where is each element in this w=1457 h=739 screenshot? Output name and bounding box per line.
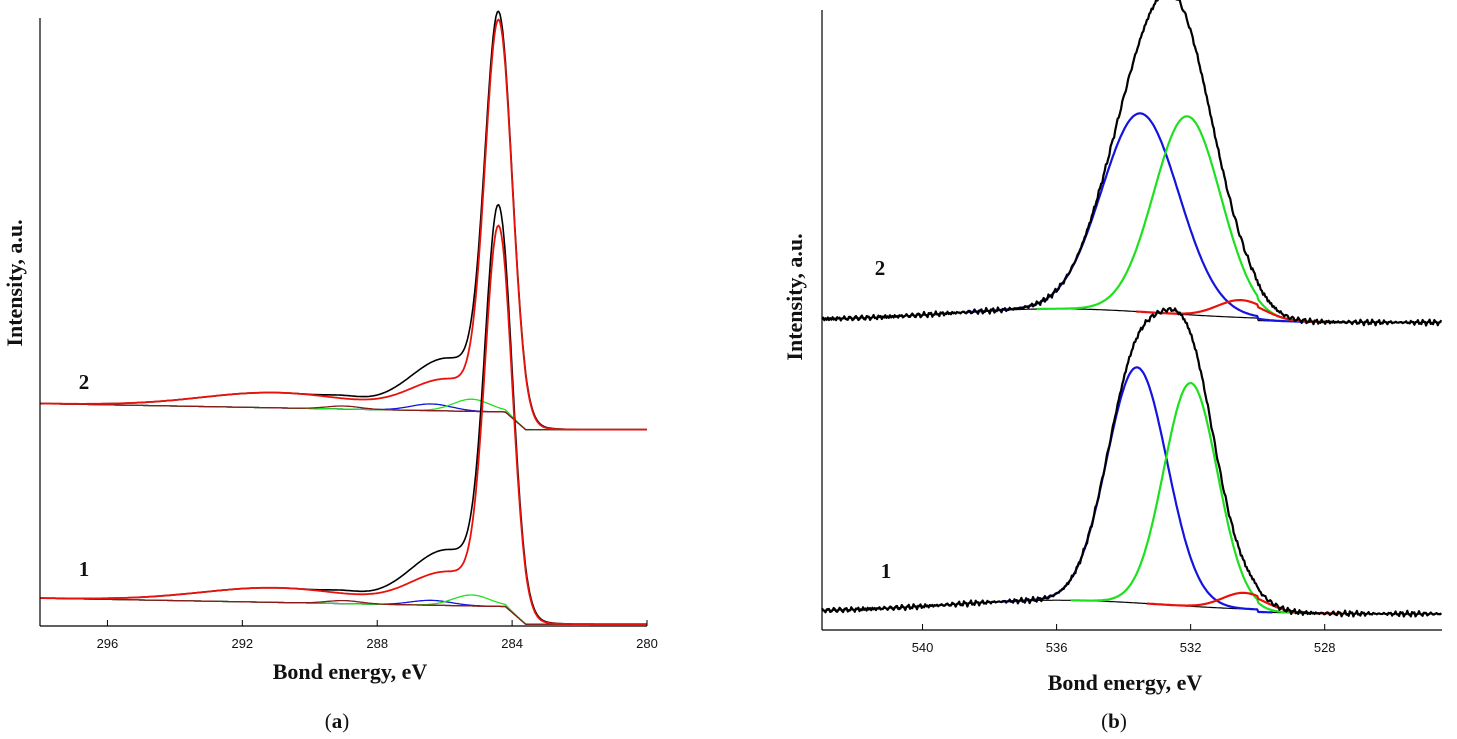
a-x-tick-label: 288	[366, 636, 388, 651]
panel-label-a-letter: a	[332, 709, 343, 733]
b-x-tick-label: 528	[1314, 640, 1336, 655]
spectrum-2-component-brown	[40, 402, 647, 431]
spectrum-2-background-line	[40, 403, 647, 431]
plot-area-a	[40, 10, 647, 626]
spectrum-1-component-blue	[1001, 366, 1273, 614]
y-axis-title-a: Intensity, a.u.	[2, 219, 27, 346]
spectrum-2-fit-line	[40, 18, 647, 431]
x-axis-title-a: Bond energy, eV	[273, 659, 428, 684]
spectrum-1-component-red	[1146, 591, 1342, 615]
b-x-tick-label: 536	[1046, 640, 1068, 655]
panel-a: 296 292 288 284 280 Bond energy, eV Intensit…	[2, 10, 658, 733]
a-x-tick-label: 284	[501, 636, 523, 651]
spectrum-1-component-brown	[40, 597, 647, 625]
spectrum-1-measured-line	[821, 307, 1443, 618]
spectrum-1-fit-line	[40, 224, 647, 626]
x-ticks-b: 540 536 532 528	[912, 624, 1336, 655]
panel-b: 540 536 532 528 Bond energy, eV Intensity, …	[782, 0, 1443, 733]
x-ticks-a: 296 292 288 284 280	[97, 620, 658, 651]
panel-label-a: (a)	[325, 709, 350, 733]
spectrum-1-component-blue	[40, 597, 647, 625]
curve-label-b-1: 1	[881, 559, 892, 583]
spectrum-2-measured-line	[40, 10, 647, 431]
spectrum-2-component-blue	[40, 402, 647, 431]
b-x-tick-label: 532	[1180, 640, 1202, 655]
a-x-tick-label: 292	[231, 636, 253, 651]
curve-label-a-2: 2	[79, 370, 90, 394]
curve-label-a-1: 1	[79, 557, 90, 581]
y-axis-title-b: Intensity, a.u.	[782, 233, 807, 360]
spectrum-1-background-line	[40, 597, 647, 625]
plot-area-b	[821, 0, 1443, 618]
panel-label-b: (b)	[1101, 709, 1127, 733]
a-x-tick-label: 296	[97, 636, 119, 651]
panel-label-b-letter: b	[1108, 709, 1120, 733]
a-x-tick-label: 280	[636, 636, 658, 651]
b-x-tick-label: 540	[912, 640, 934, 655]
curve-label-b-2: 2	[875, 256, 886, 280]
spectrum-1-component-green	[1070, 382, 1312, 615]
x-axis-title-b: Bond energy, eV	[1048, 670, 1203, 695]
spectrum-2-measured-line	[821, 0, 1443, 327]
spectrum-1-measured-line	[40, 203, 647, 625]
